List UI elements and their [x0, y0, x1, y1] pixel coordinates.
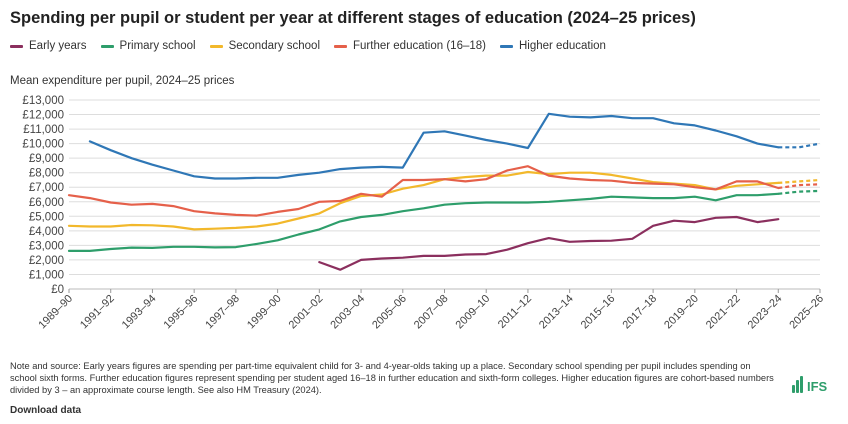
y-tick-label: £13,000 [22, 95, 64, 107]
x-tick-label: 1989–90 [36, 293, 75, 332]
x-tick-label: 1995–96 [162, 293, 201, 332]
legend-item-further-education[interactable]: Further education (16–18) [334, 40, 486, 52]
series-projection-higher-education [778, 142, 821, 149]
x-tick-label: 1993–94 [120, 293, 159, 332]
x-axis-ticks: 1989–90 1991–92 1993–94 1995–96 1997–98 1999–… [36, 289, 826, 331]
series-line-further-education-16-18 [67, 165, 780, 217]
y-axis-label: Mean expenditure per pupil, 2024–25 pric… [10, 75, 235, 87]
legend-swatch [499, 44, 513, 48]
y-tick-label: £9,000 [29, 153, 64, 165]
y-axis-ticks: £0 £1,000 £2,000 £3,000 £4,000 £5,000 £6,000 £7… [22, 95, 64, 296]
series-line-secondary-school [67, 170, 780, 231]
legend-swatch [100, 44, 114, 48]
x-tick-label: 2003–04 [328, 293, 367, 332]
x-tick-label: 2013–14 [537, 293, 576, 332]
x-tick-label: 2023–24 [746, 293, 785, 332]
x-tick-label: 2015–16 [579, 293, 618, 332]
x-tick-label: 2005–06 [370, 293, 409, 332]
series-projection-further-education-16-18 [778, 183, 821, 190]
y-tick-label: £10,000 [22, 139, 64, 151]
y-tick-label: £0 [51, 284, 64, 296]
y-tick-label: £6,000 [29, 197, 64, 209]
y-tick-label: £8,000 [29, 168, 64, 180]
x-tick-label: 2025–26 [787, 293, 826, 332]
legend-label: Early years [29, 40, 87, 52]
y-tick-label: £5,000 [29, 211, 64, 223]
x-tick-label: 2019–20 [662, 293, 701, 332]
y-tick-label: £1,000 [29, 269, 64, 281]
logo-bars-icon [792, 376, 804, 393]
legend-item-secondary-school[interactable]: Secondary school [209, 40, 321, 52]
y-tick-label: £2,000 [29, 255, 64, 267]
series-projection-primary-school [778, 189, 821, 195]
x-tick-label: 1991–92 [78, 293, 117, 332]
legend: Early years Primary school Secondary sch… [10, 40, 620, 52]
legend-label: Higher education [518, 40, 606, 52]
x-tick-label: 2009–10 [454, 293, 493, 332]
x-tick-label: 2007–08 [412, 293, 451, 332]
series-projection-secondary-school [778, 178, 821, 184]
y-tick-label: £7,000 [29, 182, 64, 194]
y-tick-label: £4,000 [29, 226, 64, 238]
download-data-link[interactable]: Download data [10, 405, 82, 416]
series-lines [67, 112, 821, 271]
line-chart: £0 £1,000 £2,000 £3,000 £4,000 £5,000 £6,000 £7… [22, 95, 826, 331]
series-line-higher-education [88, 112, 780, 180]
y-tick-label: £12,000 [22, 110, 64, 122]
x-tick-label: 1999–00 [245, 293, 284, 332]
legend-label: Secondary school [228, 40, 321, 52]
logo-text: IFS [807, 379, 828, 394]
legend-item-early-years[interactable]: Early years [10, 40, 87, 52]
x-tick-label: 1997–98 [203, 293, 242, 332]
legend-item-higher-education[interactable]: Higher education [499, 40, 606, 52]
series-line-primary-school [67, 192, 780, 252]
series-line-early-years [318, 215, 780, 271]
source-note: Note and source: Early years figures are… [10, 361, 774, 396]
legend-label: Further education (16–18) [353, 40, 486, 52]
x-tick-label: 2011–12 [496, 293, 534, 331]
legend-item-primary-school[interactable]: Primary school [100, 40, 196, 52]
legend-swatch [209, 44, 223, 48]
ifs-logo: IFS [792, 376, 827, 393]
legend-swatch [334, 44, 348, 48]
chart-title: Spending per pupil or student per year a… [10, 9, 696, 27]
x-tick-label: 2021–22 [704, 293, 743, 332]
y-tick-label: £11,000 [23, 124, 64, 136]
legend-label: Primary school [119, 40, 196, 52]
x-tick-label: 2001–02 [287, 293, 326, 332]
y-tick-label: £3,000 [29, 240, 64, 252]
x-tick-label: 2017–18 [620, 293, 659, 332]
legend-swatch [10, 44, 23, 48]
